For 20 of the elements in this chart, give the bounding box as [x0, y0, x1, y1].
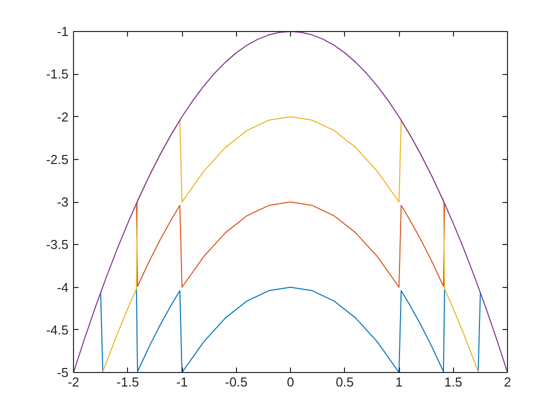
x-tick-label: 0.5 — [336, 374, 354, 390]
line-series — [136, 202, 446, 288]
y-tick-label: -3.5 — [46, 237, 69, 252]
y-tick-label: -4 — [56, 280, 69, 295]
x-tick-label: -1 — [176, 374, 188, 390]
y-tick-label: -1 — [56, 24, 69, 39]
y-tick-label: -2.5 — [46, 152, 69, 167]
x-tick-label: 2 — [504, 374, 512, 390]
x-tick-label: 1 — [395, 374, 403, 390]
x-tick-label: -0.5 — [225, 374, 248, 390]
line-series — [74, 32, 508, 372]
y-tick-label: -1.5 — [46, 66, 69, 82]
x-tick-label: -1.5 — [116, 374, 139, 390]
x-tick-label: -2 — [68, 374, 80, 390]
y-tick-label: -3 — [56, 194, 69, 210]
y-tick-label: -4.5 — [46, 322, 69, 338]
x-tick-label: 0 — [286, 374, 294, 390]
y-tick-label: -5 — [56, 365, 69, 380]
x-tick-label: 1.5 — [444, 374, 462, 390]
y-tick-label: -2 — [56, 109, 69, 124]
